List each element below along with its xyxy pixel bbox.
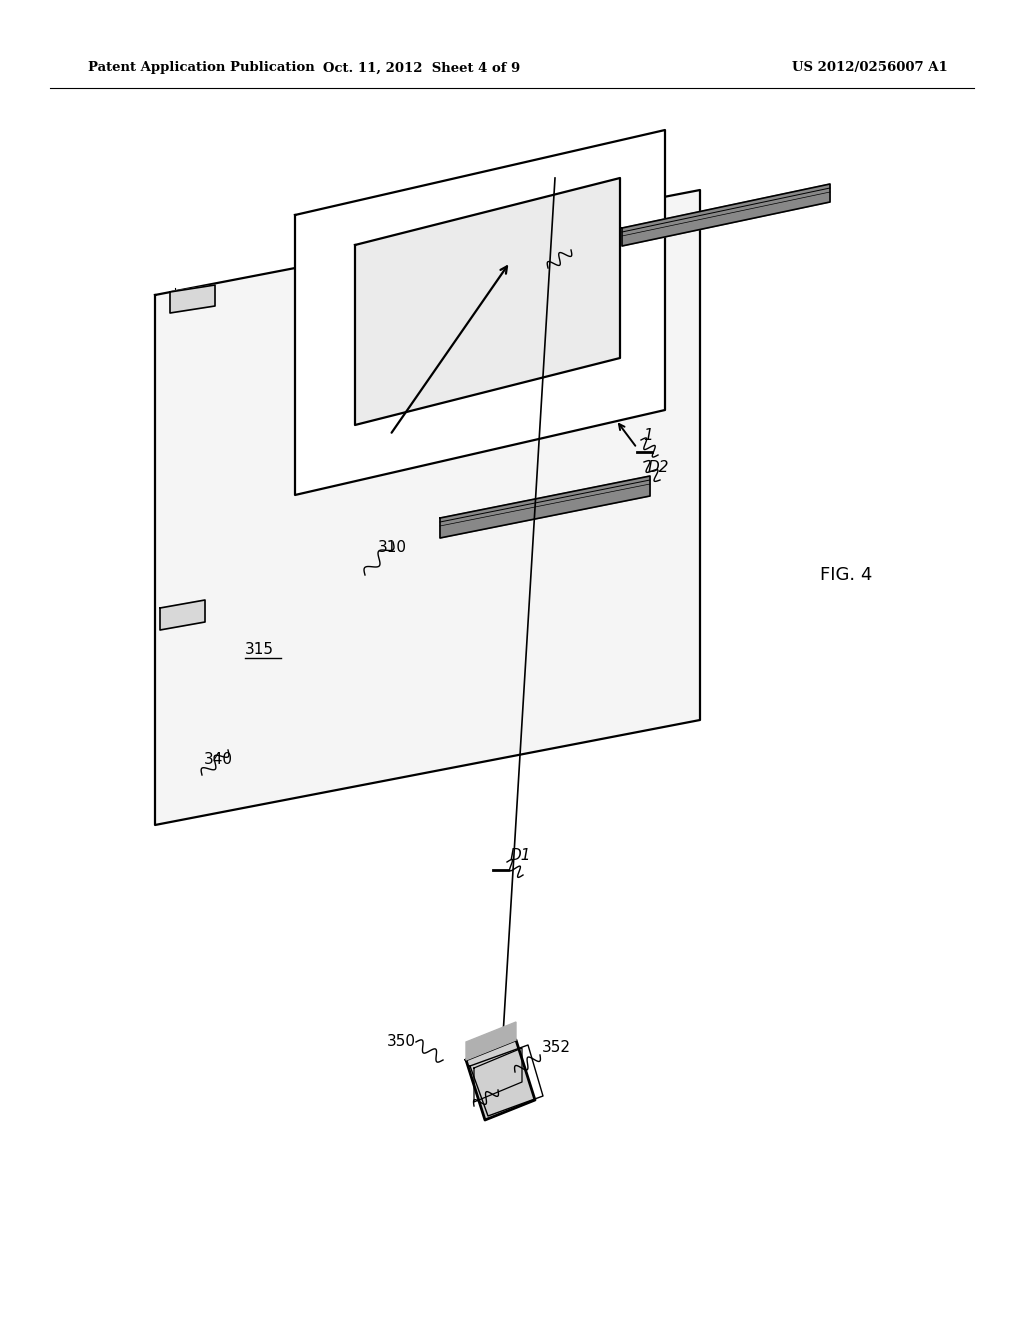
Polygon shape <box>622 183 830 246</box>
Text: 1: 1 <box>643 429 652 444</box>
Text: FIG. 4: FIG. 4 <box>820 566 872 583</box>
Text: 310: 310 <box>378 540 407 556</box>
Polygon shape <box>466 1040 535 1119</box>
Text: D1: D1 <box>510 847 531 862</box>
Polygon shape <box>295 129 665 495</box>
Polygon shape <box>155 190 700 825</box>
Text: 354: 354 <box>500 1081 529 1096</box>
Polygon shape <box>160 601 205 630</box>
Text: Patent Application Publication: Patent Application Publication <box>88 62 314 74</box>
Text: D2: D2 <box>648 461 670 475</box>
Text: US 2012/0256007 A1: US 2012/0256007 A1 <box>793 62 948 74</box>
Text: 350: 350 <box>387 1035 416 1049</box>
Polygon shape <box>466 1022 516 1060</box>
Text: 315: 315 <box>245 643 274 657</box>
Text: Oct. 11, 2012  Sheet 4 of 9: Oct. 11, 2012 Sheet 4 of 9 <box>324 62 520 74</box>
Polygon shape <box>440 477 650 539</box>
Polygon shape <box>170 285 215 313</box>
Text: 320: 320 <box>575 235 604 251</box>
Polygon shape <box>355 178 620 425</box>
Text: 340: 340 <box>204 752 233 767</box>
Text: 352: 352 <box>542 1040 571 1056</box>
